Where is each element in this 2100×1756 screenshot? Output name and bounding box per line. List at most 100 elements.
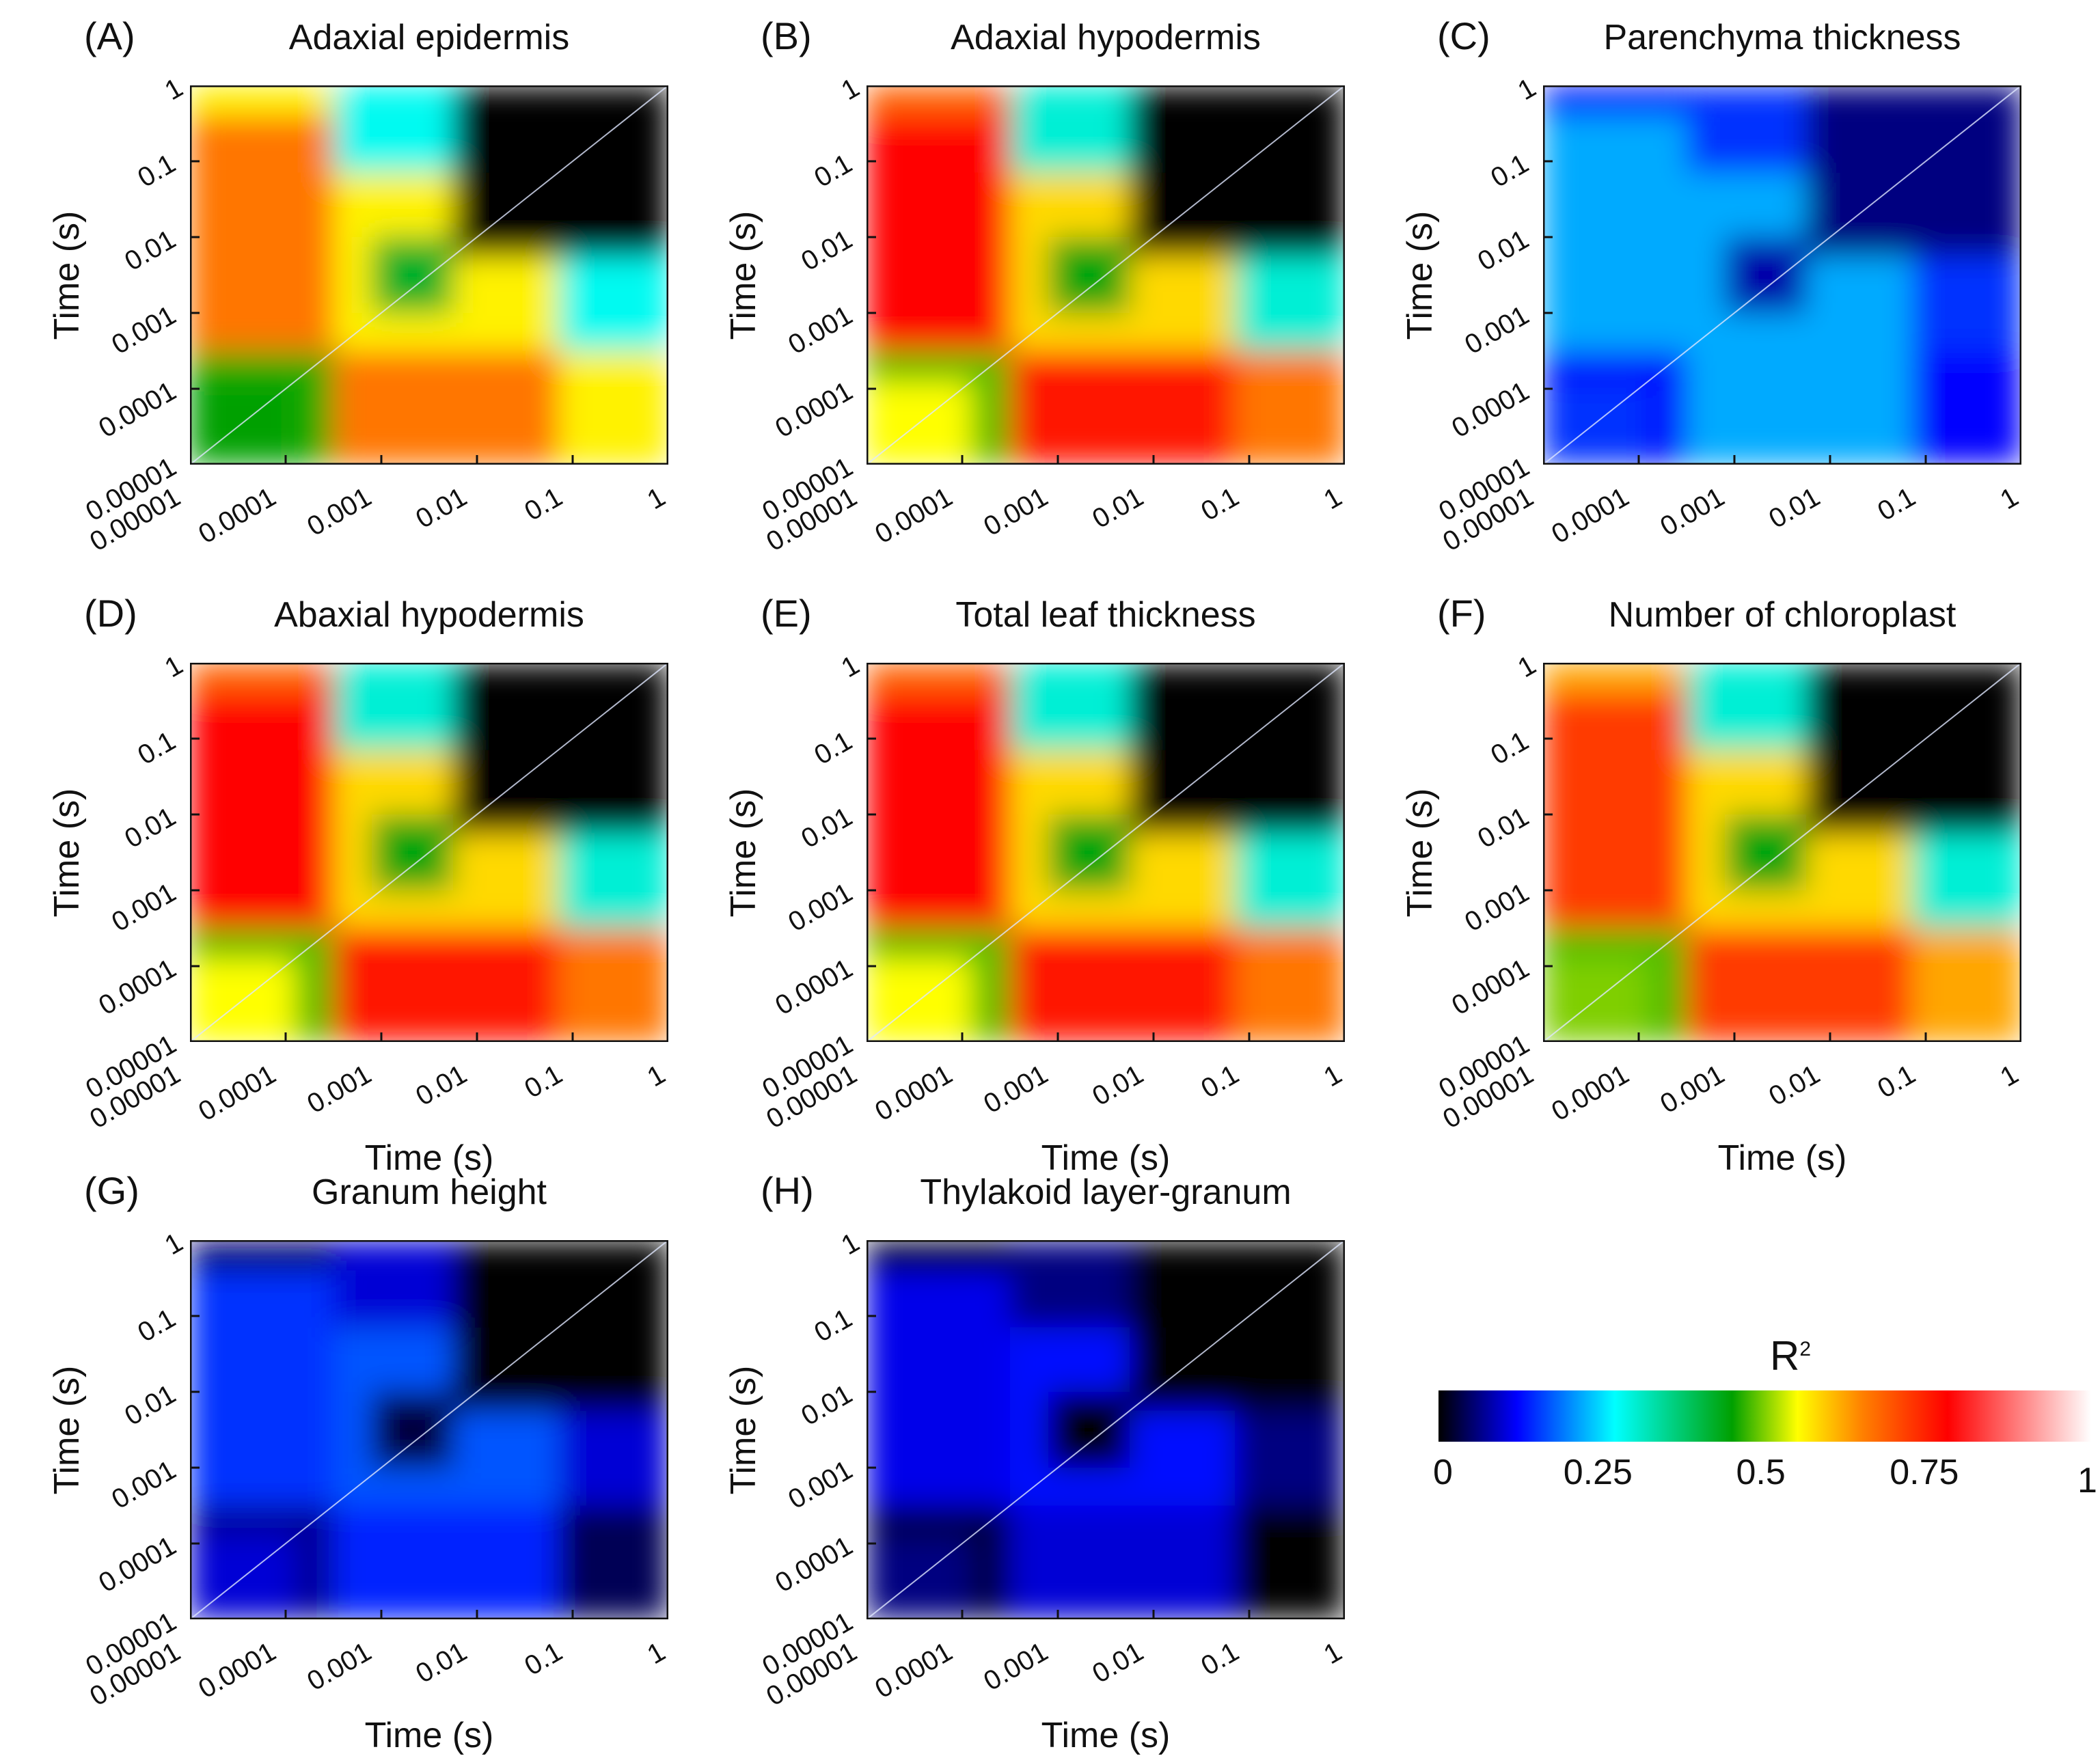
heatmap-band-right <box>1235 833 1345 929</box>
heatmap-loop <box>372 1392 453 1468</box>
panel-label: (B) <box>761 14 812 57</box>
x-tick-label: 0.001 <box>979 1636 1053 1697</box>
y-tick-label: 0.1 <box>133 1303 181 1348</box>
y-tick-label: 0.01 <box>120 801 181 855</box>
diagonal-line <box>190 1240 668 1619</box>
panel-title: Adaxial epidermis <box>288 18 570 57</box>
x-tick-label: 0.0001 <box>870 1636 958 1705</box>
x-tick-label: 0.001 <box>979 482 1053 543</box>
panel-label: (F) <box>1437 592 1486 635</box>
panel-label: (C) <box>1437 14 1490 57</box>
panel-title: Granum height <box>312 1172 547 1212</box>
heatmap-loop <box>1725 237 1806 313</box>
heatmap-block-late-right <box>1235 928 1345 1042</box>
heatmap-block-early <box>190 115 333 351</box>
y-tick-label: 0.1 <box>809 148 858 193</box>
heatmap-panel <box>1543 663 2021 1042</box>
heatmap-block-early-top <box>867 663 1010 694</box>
x-tick-label: 0.01 <box>1764 482 1825 535</box>
panel-label: (G) <box>84 1169 139 1212</box>
y-tick-label: 0.001 <box>783 300 858 361</box>
panel-title: Abaxial hypodermis <box>274 595 584 635</box>
colorbar-tick-label: 0.75 <box>1890 1453 1959 1492</box>
panel-label: (E) <box>761 592 812 635</box>
x-tick-label: 1 <box>1318 1059 1347 1093</box>
y-tick-label: 0.001 <box>783 1455 858 1515</box>
heatmap-band-top <box>1010 1240 1130 1328</box>
x-tick-label: 0.001 <box>302 482 377 543</box>
panel-title: Thylakoid layer-granum <box>920 1172 1292 1212</box>
heatmap-block-late-right <box>558 351 668 465</box>
x-axis-label: Time (s) <box>1041 1716 1171 1755</box>
y-tick-label: 1 <box>159 1227 188 1261</box>
heatmap-band-top <box>333 85 453 173</box>
heatmap-block-early <box>867 693 1010 929</box>
y-axis-label: Time (s) <box>47 1365 87 1494</box>
heatmap-block-early-top <box>1543 85 1687 116</box>
x-tick-label: 0.0001 <box>870 1059 958 1127</box>
y-tick-label: 0.01 <box>796 1379 858 1432</box>
y-axis-label: Time (s) <box>47 210 87 340</box>
y-tick-label: 1 <box>836 650 864 684</box>
plot-frame <box>867 85 1345 465</box>
y-tick-label: 1 <box>1512 72 1541 107</box>
colorbar-tick-label: 0.5 <box>1736 1453 1786 1492</box>
x-tick-label: 0.001 <box>1655 482 1730 543</box>
heatmap-block-early <box>867 1270 1010 1506</box>
heatmap-block-late-right <box>1235 351 1345 465</box>
heatmap-block-late-right <box>558 928 668 1042</box>
heatmap-band-right <box>1235 256 1345 351</box>
heatmap-block-early <box>1543 115 1687 351</box>
x-tick-label: 0.001 <box>1655 1059 1730 1120</box>
panel-title: Adaxial hypodermis <box>951 18 1261 57</box>
heatmap-band-right <box>1235 1410 1345 1506</box>
heatmap-panel <box>867 663 1345 1042</box>
x-tick-label: 1 <box>642 1059 670 1093</box>
x-axis-label: Time (s) <box>1041 1138 1171 1178</box>
diagonal-line <box>867 1240 1345 1619</box>
x-tick-label: 0.001 <box>302 1636 377 1697</box>
x-tick-label: 1 <box>1995 482 2023 516</box>
x-tick-label: 0.01 <box>1087 1059 1149 1112</box>
x-tick-label: 0.01 <box>411 1636 472 1690</box>
y-tick-label: 0.0001 <box>770 1531 858 1599</box>
y-tick-label: 0.0001 <box>94 1531 182 1599</box>
heatmap-band-top <box>1010 85 1130 173</box>
x-tick-label: 0.001 <box>979 1059 1053 1120</box>
heatmap-band-top <box>333 1240 453 1328</box>
y-tick-label: 0.1 <box>133 148 181 193</box>
x-tick-label: 0.1 <box>1196 1636 1244 1682</box>
y-tick-label: 0.1 <box>1486 726 1534 771</box>
y-axis-label: Time (s) <box>1400 210 1440 340</box>
heatmap-band-right <box>1911 256 2021 351</box>
plot-frame <box>1543 85 2021 465</box>
y-tick-label: 1 <box>836 1227 864 1261</box>
heatmap-panel <box>190 663 668 1042</box>
x-tick-label: 0.1 <box>519 1059 568 1104</box>
x-tick-label: 1 <box>1995 1059 2023 1093</box>
y-tick-label: 0.001 <box>1460 300 1534 361</box>
x-tick-label: 0.0001 <box>193 1059 282 1127</box>
x-axis-label: Time (s) <box>364 1138 494 1178</box>
heatmap-block-late-right <box>1235 1505 1345 1619</box>
heatmap-panel <box>1543 85 2021 465</box>
x-tick-label: 1 <box>642 1636 670 1671</box>
x-tick-label: 1 <box>642 482 670 516</box>
heatmap-block-early-top <box>190 663 333 694</box>
y-tick-label: 0.01 <box>120 1379 181 1432</box>
y-tick-label: 1 <box>159 72 188 107</box>
x-tick-label: 0.01 <box>1087 482 1149 535</box>
y-tick-label: 0.0001 <box>1447 953 1535 1021</box>
x-tick-label: 0.1 <box>1196 482 1244 527</box>
x-tick-label: 0.0001 <box>193 1636 282 1705</box>
y-tick-label: 0.1 <box>809 726 858 771</box>
x-tick-label: 0.1 <box>1196 1059 1244 1104</box>
diagonal-line <box>867 85 1345 465</box>
x-tick-label: 1 <box>1318 1636 1347 1671</box>
heatmap-block-early-top <box>190 1240 333 1271</box>
heatmap-block-early-top <box>190 85 333 116</box>
panel-label: (D) <box>84 592 137 635</box>
x-tick-label: 0.0001 <box>870 482 958 550</box>
heatmap-band-top <box>1687 663 1806 750</box>
